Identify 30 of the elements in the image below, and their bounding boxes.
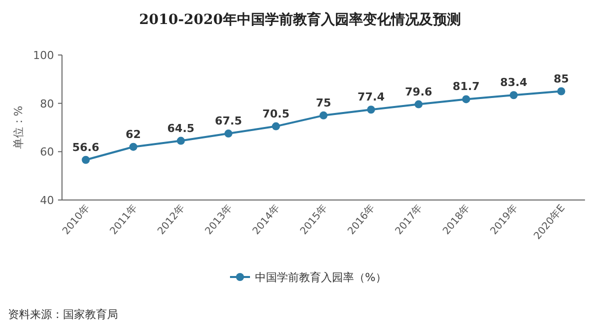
data-label: 79.6 [405, 85, 433, 98]
y-axis-title: 单位：% [12, 106, 25, 150]
text: 资料来源：国家教育局 [8, 308, 118, 321]
point [82, 156, 90, 164]
point [224, 130, 232, 138]
data-label: 62 [126, 128, 141, 141]
point [557, 87, 566, 96]
point [320, 111, 328, 120]
data-label: 70.5 [262, 107, 290, 120]
point [367, 106, 376, 114]
data-label: 81.7 [452, 80, 480, 94]
point [176, 136, 185, 145]
data-label: 64.5 [167, 122, 194, 135]
y-tick-label: 80 [40, 97, 54, 110]
y-tick-label: 60 [40, 146, 54, 159]
data-label: 85 [554, 72, 569, 86]
chart-title: 2010-2020年中国学前教育入园率变化情况及预测 [139, 11, 461, 28]
point [129, 142, 138, 151]
data-label: 56.6 [72, 140, 100, 154]
y-tick-label: 100 [33, 49, 54, 62]
legend-label: 中国学前教育入园率（%） [255, 271, 386, 284]
point [272, 122, 280, 130]
data-label: 83.4 [500, 76, 528, 90]
point [414, 100, 423, 108]
y-tick-label: 40 [40, 194, 54, 207]
data-label: 67.5 [214, 114, 242, 128]
point [510, 91, 518, 100]
point [462, 95, 470, 104]
data-label: 77.4 [357, 90, 385, 104]
data-label: 75 [316, 96, 332, 110]
